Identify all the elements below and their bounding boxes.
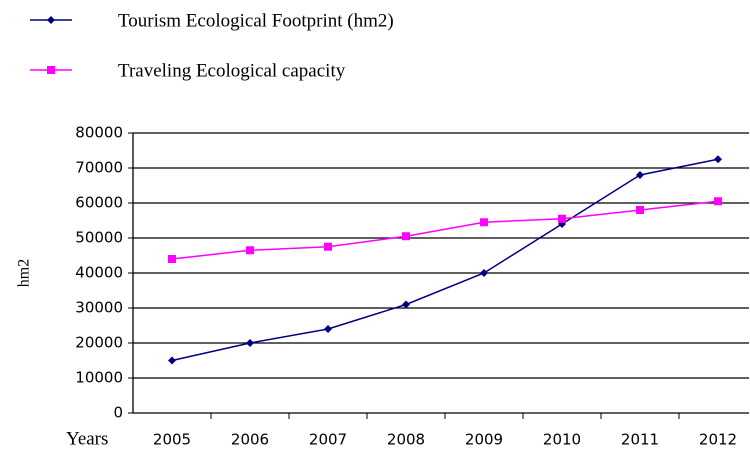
y-tick-label: 0 <box>113 404 123 422</box>
data-point <box>714 197 722 206</box>
data-point <box>168 255 176 263</box>
data-point <box>246 339 254 347</box>
x-tick-label: 2006 <box>231 431 269 449</box>
legend-marker <box>47 16 55 24</box>
y-tick-label: 70000 <box>75 159 123 177</box>
data-point <box>246 246 254 255</box>
y-tick-label: 80000 <box>75 124 123 142</box>
data-point <box>636 171 644 179</box>
y-tick-label: 20000 <box>75 334 123 352</box>
legend-marker <box>47 66 55 74</box>
y-tick-label: 60000 <box>75 194 123 212</box>
legend-label: Traveling Ecological capacity <box>118 60 346 81</box>
series-line <box>171 158 719 362</box>
data-point <box>402 300 410 309</box>
y-tick-label: 10000 <box>75 369 123 387</box>
x-axis-title: Years <box>66 428 108 449</box>
data-point <box>168 356 176 365</box>
y-tick-label: 40000 <box>75 264 123 282</box>
x-tick-label: 2010 <box>543 431 581 449</box>
y-axis-title: hm2 <box>16 259 33 287</box>
x-tick-label: 2007 <box>309 431 347 449</box>
y-tick-label: 30000 <box>75 299 123 317</box>
data-point <box>480 218 488 227</box>
x-tick-label: 2009 <box>465 431 503 449</box>
x-tick-label: 2005 <box>153 431 191 449</box>
data-point <box>402 232 410 241</box>
x-tick-label: 2012 <box>699 431 737 449</box>
x-tick-label: 2008 <box>387 431 425 449</box>
series-line <box>171 200 719 260</box>
data-point <box>480 269 488 277</box>
x-tick-label: 2011 <box>621 431 659 449</box>
data-point <box>324 242 332 251</box>
data-point <box>558 214 566 223</box>
data-point <box>324 325 332 333</box>
legend-label: Tourism Ecological Footprint (hm2) <box>118 10 394 31</box>
y-tick-label: 50000 <box>75 229 123 247</box>
data-point <box>714 155 722 164</box>
data-point <box>636 206 644 214</box>
